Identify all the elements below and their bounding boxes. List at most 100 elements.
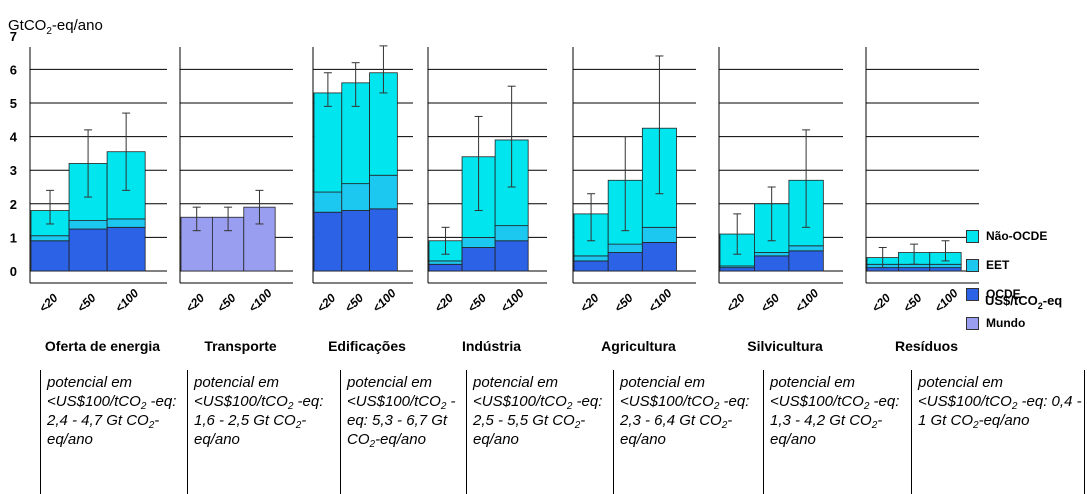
bar-segment-eet [929,263,962,269]
potential-text: -eq/ano [473,412,586,448]
bar-segment-ocde [30,240,70,272]
bar-segment-ocde [313,211,343,272]
bar-segment-eet [68,220,108,230]
potential-text: -eq: 2,4 - 4,7 Gt CO [47,393,177,429]
bar-segment-eet [494,225,529,242]
potential-cell: potencial em <US$100/tCO2 -eq: 2,3 - 6,4… [614,370,764,494]
potential-cell: potencial em <US$100/tCO2 -eq: 5,3 - 6,7… [341,370,467,494]
bar-segment-eet [897,263,931,269]
potential-text: -eq: 0,4 - 1 Gt CO [918,393,1082,429]
bar-segment-ocde [897,267,931,272]
subscript-2: 2 [440,401,447,412]
sector-label: Oferta de energia [45,338,160,354]
bar-segment-ocde [494,240,529,272]
potential-text: potencial em <US$100/tCO [770,374,864,410]
bar-segment-ocde [641,242,677,272]
subscript-2: 2 [863,401,870,412]
potential-text: potencial em <US$100/tCO [918,374,1012,410]
bar-segment-n-o-ocde [313,92,343,193]
potential-text: potencial em <US$100/tCO [47,374,141,410]
y-axis-title: GtCO2-eq/ano [8,17,103,37]
subscript-2: 2 [140,401,147,412]
subscript-2: 2 [1011,401,1018,412]
potential-cell: potencial em <US$100/tCO2 -eq: 2,5 - 5,5… [467,370,614,494]
subscript-2: 2 [295,420,302,431]
subscript-2: 2 [721,420,728,431]
x-tick-label: <100 [498,286,527,315]
legend-swatch-ocde [966,287,979,301]
subscript-2: 2 [566,401,573,412]
potential-text: -eq/ano [770,412,883,448]
bar-segment-ocde [68,228,108,272]
legend-label: EET [986,258,1010,272]
bar-segment-eet [106,218,146,228]
bar-segment-ocde [719,267,755,272]
x-tick-label: <20 [869,291,894,316]
potential-text: potencial em <US$100/tCO [194,374,288,410]
potential-text: potencial em <US$100/tCO [620,374,714,410]
sector-label: Edificações [328,338,406,354]
x-tick-label: <50 [465,291,490,316]
x-axis-unit-label: US$/tCO2-eq [985,293,1062,311]
potential-text: potencial em <US$100/tCO [473,374,567,410]
x-tick-label: <20 [183,291,208,316]
legend-swatch-eet [966,258,979,272]
legend-swatch-nao-ocde [966,229,979,243]
x-tick-label: <100 [792,286,821,315]
y-tick-label: 7 [10,29,17,44]
potential-cell: potencial em <US$100/tCO2 -eq: 0,4 - 1 G… [912,370,1085,494]
bar-segment-ocde [428,263,463,272]
legend-item-nao-ocde: Não-OCDE [966,228,1047,244]
legend-item-mundo: Mundo [966,315,1025,331]
x-tick-label: <20 [314,291,339,316]
y-tick-label: 2 [10,197,17,212]
bar-segment-ocde [866,267,899,272]
bar-segment-ocde [573,260,609,272]
y-tick-label: 3 [10,163,17,178]
bar-segment-ocde [461,247,496,272]
legend-item-ocde: OCDE [966,286,1021,302]
y-tick-label: 0 [10,264,17,279]
y-tick-label: 1 [10,230,17,245]
y-tick-label: 6 [10,62,17,77]
x-tick-label: <100 [112,286,141,315]
bar-segment-eet [313,191,343,213]
bar-segment-eet [641,226,677,243]
potential-text: -eq: 5,3 - 6,7 Gt CO [347,393,456,448]
legend-label: Não-OCDE [986,229,1048,243]
potential-text: -eq/ano [47,412,160,448]
x-tick-label: <100 [932,286,961,315]
x-tick-label: <50 [74,291,99,316]
x-tick-label: <50 [214,291,239,316]
x-tick-label: <20 [432,291,457,316]
sector-label: Silvicultura [747,338,823,354]
potential-text: -eq: 1,6 - 2,5 Gt CO [194,393,324,429]
potential-text: -eq/ano [978,412,1030,429]
potential-text: -eq/ano [194,412,307,448]
subscript-2: 2 [287,401,294,412]
potential-cell: potencial em <US$100/tCO2 -eq: 1,6 - 2,5… [188,370,341,494]
subscript-2: 2 [713,401,720,412]
legend-label: OCDE [986,287,1021,301]
bar-segment-ocde [929,267,962,272]
bar-segment-eet [754,252,790,257]
x-tick-label: <50 [900,291,925,316]
x-tick-label: <20 [723,291,748,316]
bar-segment-eet [573,255,609,262]
potential-text: -eq: 1,3 - 4,2 Gt CO [770,393,900,429]
bar-segment-ocde [788,250,824,272]
sector-label: Agricultura [601,338,676,354]
x-tick-label: <50 [342,291,367,316]
bar-segment-eet [369,174,398,210]
subscript-2: 2 [148,420,155,431]
bar-segment-eet [428,260,463,265]
bar-segment-eet [607,243,643,253]
subscript-2: 2 [973,420,979,431]
bar-segment-ocde [607,252,643,272]
legend-item-eet: EET [966,257,1009,273]
x-tick-label: <100 [246,286,275,315]
x-tick-label: <100 [646,286,675,315]
x-tick-label: <20 [577,291,602,316]
potential-cell: potencial em <US$100/tCO2 -eq: 2,4 - 4,7… [40,370,188,494]
sector-label: Indústria [462,338,521,354]
